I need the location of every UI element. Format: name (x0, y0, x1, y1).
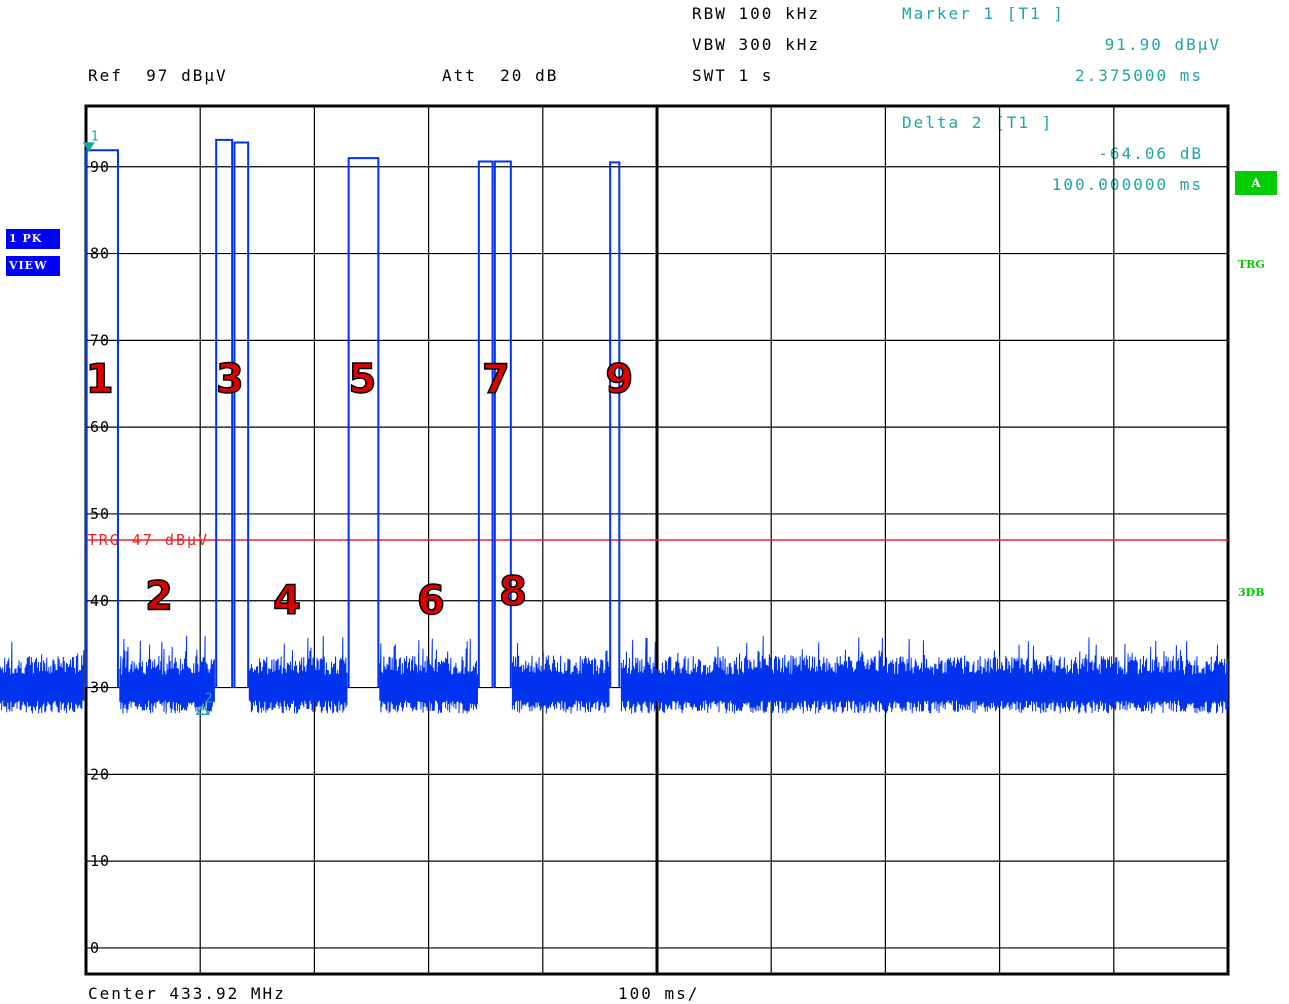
burst-number-label: 4 (273, 578, 301, 624)
delta2-time: 100.000000 ms (1051, 175, 1203, 194)
y-tick-label: 10 (90, 852, 110, 870)
vbw-label: VBW 300 kHz (692, 35, 820, 54)
y-tick-label: 80 (90, 245, 110, 263)
swt-label: SWT 1 s (692, 66, 774, 85)
markers: 12 (82, 129, 213, 716)
rbw-label: RBW 100 kHz (692, 4, 820, 23)
marker-1-icon (82, 142, 95, 153)
time-per-division-label: 100 ms/ (618, 984, 700, 1003)
marker1-title: Marker 1 [T1 ] (902, 4, 1065, 23)
burst-number-label: 9 (605, 356, 633, 402)
pulse (609, 161, 621, 688)
y-tick-label: 70 (90, 331, 110, 349)
trace-mode-pk-badge[interactable]: 1 PK (6, 229, 60, 249)
y-tick-label: 60 (90, 418, 110, 436)
pulse (215, 138, 234, 688)
pulse (493, 160, 512, 688)
burst-number-label: 3 (216, 356, 244, 402)
y-tick-label: 20 (90, 765, 110, 783)
trace-view-badge[interactable]: VIEW (6, 256, 60, 276)
pulse (347, 157, 380, 688)
delta2-level: -64.06 dB (1098, 144, 1203, 163)
center-frequency-label: Center 433.92 MHz (88, 984, 286, 1003)
marker1-time: 2.375000 ms (1075, 66, 1203, 85)
burst-number-label: 1 (86, 356, 114, 402)
burst-number-label: 7 (482, 356, 510, 402)
pulse-traces (85, 138, 621, 688)
attenuation-label: Att 20 dB (442, 66, 559, 85)
burst-number-label: 8 (499, 569, 527, 615)
noise-trace (0, 635, 1229, 714)
marker-label: 2 (205, 691, 213, 706)
ref-level-label: Ref 97 dBµV (88, 66, 228, 85)
burst-number-label: 5 (348, 356, 376, 402)
y-tick-label: 30 (90, 679, 110, 697)
y-tick-label: 90 (90, 158, 110, 176)
y-tick-label: 50 (90, 505, 110, 523)
y-axis-ticks: 0 10 20 30 40 50 60 70 80 90 (90, 158, 110, 957)
marker-2-icon (195, 702, 211, 716)
trigger-label: TRG 47 dBµV (88, 531, 209, 549)
pulse (477, 160, 494, 688)
marker-label: 1 (91, 129, 99, 144)
burst-number-label: 2 (145, 573, 173, 619)
3db-indicator: 3DB (1238, 586, 1265, 599)
burst-number-label: 6 (417, 578, 445, 624)
burst-number-labels: 1 2 3 4 5 6 7 8 9 (85, 356, 634, 625)
delta2-title: Delta 2 [T1 ] (902, 113, 1054, 132)
y-tick-label: 40 (90, 592, 110, 610)
screen-a-indicator[interactable]: A (1235, 171, 1277, 195)
y-tick-label: 0 (90, 939, 100, 957)
marker1-level: 91.90 dBµV (1104, 35, 1221, 54)
trigger-indicator: TRG (1238, 258, 1265, 271)
pulse (85, 149, 119, 688)
pulse (233, 141, 250, 688)
